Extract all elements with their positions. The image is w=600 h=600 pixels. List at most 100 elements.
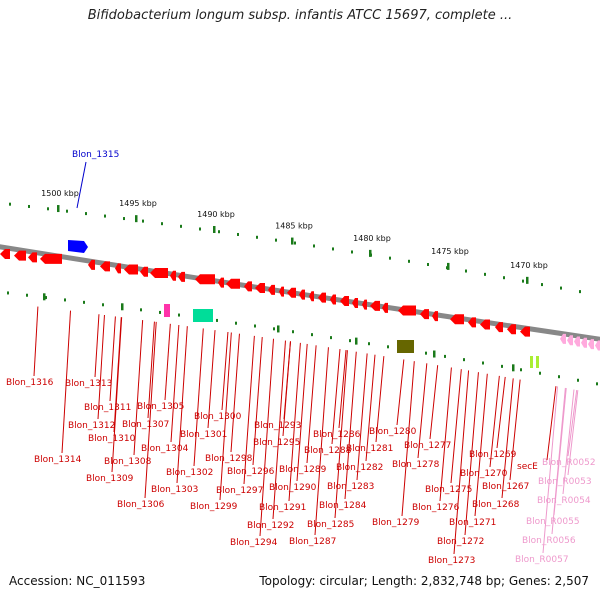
gene-arrow[interactable]	[309, 291, 314, 302]
gene-label[interactable]: Blon_1283	[327, 482, 374, 492]
gene-arrow[interactable]	[100, 261, 110, 272]
gene-arrow[interactable]	[330, 294, 336, 305]
gene-label[interactable]: Blon_1273	[428, 556, 475, 566]
gene-label[interactable]: Blon_1269	[469, 450, 517, 460]
gene-arrow[interactable]	[218, 277, 224, 288]
gene-label[interactable]: Blon_1298	[205, 454, 253, 464]
gene-label[interactable]: Blon_1272	[437, 537, 484, 547]
gene-arrow[interactable]	[150, 268, 168, 279]
gene-arrow[interactable]	[495, 322, 503, 333]
gene-label[interactable]: Blon_1292	[247, 521, 294, 531]
gene-label[interactable]: Blon_1287	[289, 537, 336, 547]
gene-arrow[interactable]	[170, 270, 176, 281]
gene-arrow[interactable]	[574, 336, 580, 347]
gene-label[interactable]: Blon_1281	[346, 444, 393, 454]
gene-box-teal[interactable]	[193, 309, 213, 322]
gene-arrow[interactable]	[124, 264, 138, 275]
gene-label[interactable]: Blon_1296	[227, 467, 275, 477]
gene-arrow[interactable]	[268, 284, 275, 295]
gene-blon-1315[interactable]	[68, 240, 88, 253]
gene-arrow[interactable]	[88, 259, 95, 270]
gene-label[interactable]: Blon_1275	[425, 485, 472, 495]
gene-label[interactable]: Blon_1312	[68, 421, 115, 431]
gene-arrow[interactable]	[244, 281, 252, 292]
gene-label[interactable]: Blon_R0057	[515, 555, 569, 565]
gene-arrow[interactable]	[195, 274, 215, 285]
gene-label[interactable]: Blon_1316	[6, 378, 54, 388]
gene-label[interactable]: Blon_R0052	[542, 458, 596, 468]
gene-label[interactable]: Blon_1285	[307, 520, 354, 530]
gene-arrow[interactable]	[318, 292, 326, 303]
gene-arrow[interactable]	[560, 333, 566, 344]
gene-label[interactable]: Blon_1311	[84, 403, 131, 413]
gene-arrow[interactable]	[14, 250, 26, 261]
gene-label[interactable]: Blon_1267	[482, 482, 529, 492]
gene-arrow[interactable]	[595, 340, 600, 351]
gene-label[interactable]: Blon_1280	[369, 427, 417, 437]
gene-label[interactable]: Blon_1314	[34, 455, 82, 465]
gene-label[interactable]: Blon_1302	[166, 468, 213, 478]
gene-label[interactable]: Blon_1286	[313, 430, 361, 440]
gene-arrow[interactable]	[352, 297, 358, 308]
gene-label[interactable]: Blon_R0053	[538, 477, 592, 487]
gene-box-lime[interactable]	[536, 356, 539, 368]
gene-label[interactable]: secE	[517, 462, 538, 472]
gene-arrow[interactable]	[115, 263, 121, 274]
gene-arrow[interactable]	[382, 302, 388, 313]
gene-label[interactable]: Blon_1284	[319, 501, 367, 511]
gene-arrow[interactable]	[299, 289, 305, 300]
gene-arrow[interactable]	[40, 253, 62, 264]
gene-arrow[interactable]	[340, 296, 349, 307]
gene-label[interactable]: Blon_1295	[253, 438, 300, 448]
gene-arrow[interactable]	[432, 311, 438, 322]
gene-box-olive[interactable]	[397, 340, 414, 353]
gene-label[interactable]: Blon_1291	[259, 503, 306, 513]
gene-arrow[interactable]	[480, 319, 490, 330]
gene-label[interactable]: Blon_1315	[72, 150, 119, 160]
gene-arrow[interactable]	[370, 300, 380, 311]
gene-label[interactable]: Blon_1294	[230, 538, 278, 548]
gene-track[interactable]	[0, 240, 600, 368]
gene-label[interactable]: Blon_1313	[65, 379, 112, 389]
gene-arrow[interactable]	[581, 337, 587, 348]
gene-label[interactable]: Blon_1305	[137, 402, 184, 412]
gene-label[interactable]: Blon_1307	[122, 420, 169, 430]
gene-label[interactable]: Blon_1301	[180, 430, 227, 440]
gene-label[interactable]: Blon_1268	[472, 500, 520, 510]
gene-label[interactable]: Blon_1279	[372, 518, 420, 528]
gene-arrow[interactable]	[226, 278, 240, 289]
gene-arrow[interactable]	[520, 326, 530, 337]
gene-label[interactable]: Blon_1271	[449, 518, 496, 528]
gene-label[interactable]: Blon_1282	[336, 463, 383, 473]
gene-label[interactable]: Blon_1288	[304, 446, 352, 456]
gene-arrow[interactable]	[567, 335, 573, 346]
gene-arrow[interactable]	[287, 287, 296, 298]
gene-label[interactable]: Blon_1309	[86, 474, 134, 484]
gene-label[interactable]: Blon_1297	[216, 486, 263, 496]
gene-label[interactable]: Blon_R0054	[537, 496, 591, 506]
gene-arrow[interactable]	[468, 317, 476, 328]
gene-label[interactable]: Blon_1289	[279, 465, 327, 475]
gene-arrow[interactable]	[588, 339, 594, 350]
gene-label[interactable]: Blon_R0056	[522, 536, 576, 546]
gene-arrow[interactable]	[0, 249, 10, 259]
gene-label[interactable]: Blon_1293	[254, 421, 301, 431]
gene-arrow[interactable]	[140, 266, 148, 277]
gene-label[interactable]: Blon_1308	[104, 457, 152, 467]
gene-label[interactable]: Blon_1278	[392, 460, 440, 470]
gene-label[interactable]: Blon_1290	[269, 483, 317, 493]
gene-label[interactable]: Blon_1303	[151, 485, 198, 495]
gene-arrow[interactable]	[178, 271, 185, 282]
gene-arrow[interactable]	[507, 324, 516, 335]
gene-box-magenta[interactable]	[164, 304, 170, 317]
gene-arrow[interactable]	[420, 309, 429, 320]
gene-arrow[interactable]	[279, 286, 284, 297]
gene-label[interactable]: Blon_1299	[190, 502, 238, 512]
gene-arrow[interactable]	[255, 282, 265, 293]
gene-arrow[interactable]	[450, 314, 464, 325]
gene-label[interactable]: Blon_1306	[117, 500, 165, 510]
gene-arrow[interactable]	[28, 252, 37, 263]
gene-box-lime[interactable]	[530, 356, 533, 368]
gene-label[interactable]: Blon_1277	[404, 441, 451, 451]
